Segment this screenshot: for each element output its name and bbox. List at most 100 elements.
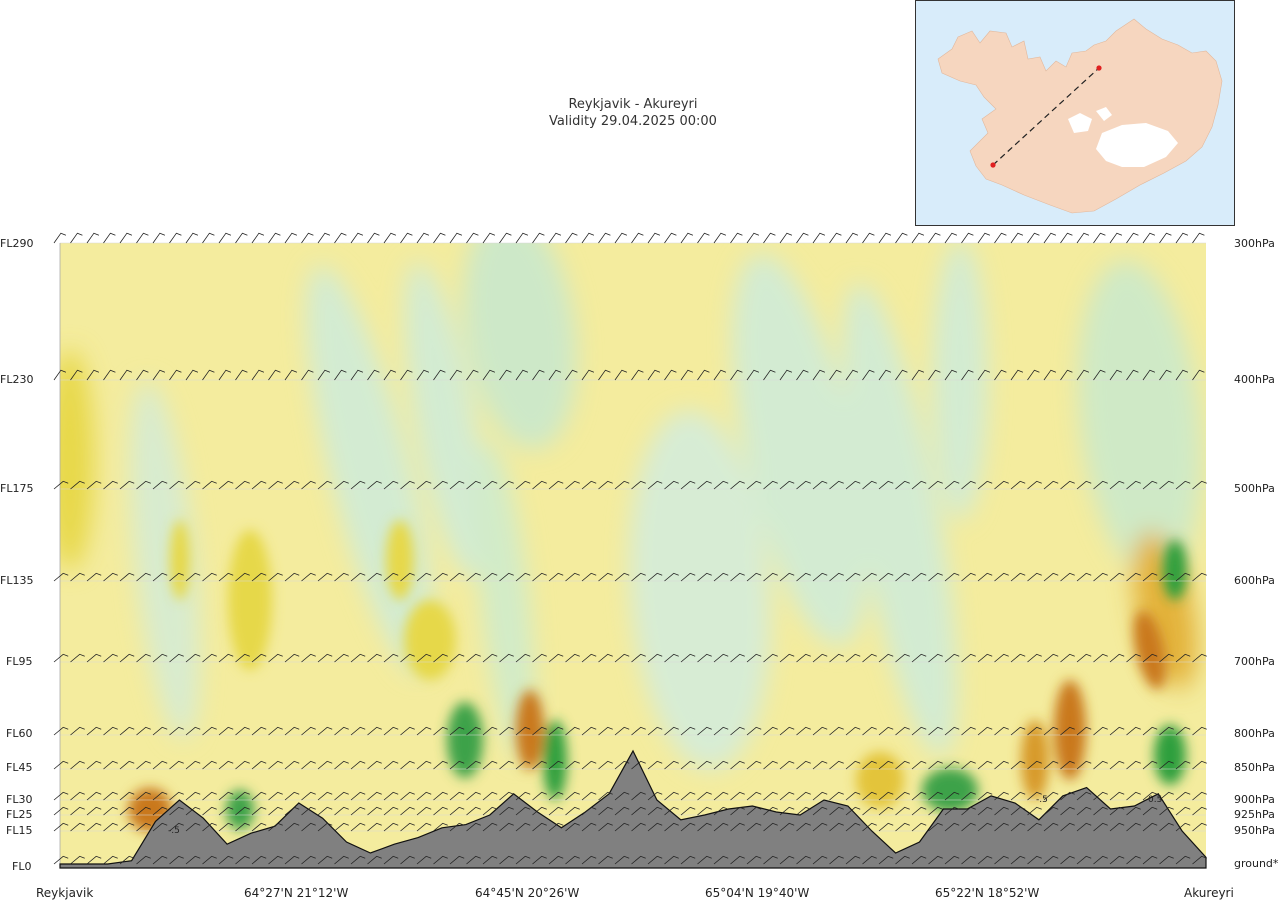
wind-barb [218,232,232,244]
wind-barb [1060,760,1075,770]
wind-barb [449,369,463,381]
wind-barb [631,760,646,770]
wind-barb [895,760,910,770]
wind-barb [1043,791,1059,801]
wind-barb [730,760,745,770]
wind-barb [185,760,201,770]
wind-barb [515,726,531,736]
wind-barb [268,806,283,816]
level-label-right: 400hPa [1234,373,1275,386]
wind-barb [1027,653,1042,663]
wind-barb [862,232,875,244]
wind-barb [565,480,580,490]
wind-barb [697,855,712,865]
wind-barb [565,369,578,381]
wind-barb [763,791,778,801]
wind-barb [1126,791,1141,801]
wind-barb [664,855,679,865]
wind-barb [944,369,958,381]
wind-barb [614,806,630,816]
wind-barb [713,855,729,865]
wind-barb [911,760,927,770]
wind-barb [1175,232,1189,244]
wind-barb [515,760,531,770]
wind-barb [713,572,729,582]
wind-barb [713,480,729,490]
wind-barb [1159,822,1174,832]
wind-barb [70,791,85,801]
wind-barb [763,480,778,490]
wind-barb [1010,806,1026,816]
wind-barb [647,760,663,770]
wind-barb [614,726,630,736]
wind-barb [284,653,300,663]
wind-barb [1060,480,1075,490]
wind-barb [1043,572,1059,582]
wind-barb [548,726,564,736]
wind-barb [697,822,712,832]
wind-barb [53,855,69,865]
wind-barb [317,369,331,381]
wind-barb [86,572,102,582]
wind-barb [1010,369,1024,381]
wind-barb [499,855,514,865]
wind-barb [1093,822,1108,832]
wind-barb [647,726,663,736]
wind-barb [284,480,300,490]
wind-barb [416,572,432,582]
vertical-motion-band [629,410,771,770]
wind-barb [1109,822,1125,832]
wind-barb [796,653,811,663]
wind-barb [1076,760,1092,770]
wind-barb [911,806,927,816]
wind-barb [284,791,300,801]
wind-barb [1175,760,1191,770]
wind-barb [202,760,217,770]
wind-barb [317,855,333,865]
wind-barb [1175,480,1191,490]
vertical-motion-band [170,520,190,600]
wind-barb [680,806,696,816]
wind-barb [449,726,465,736]
wind-barb [383,760,399,770]
wind-barb [400,726,415,736]
wind-barb [944,480,960,490]
wind-barb [416,480,432,490]
wind-barb [251,726,267,736]
wind-barb [1126,572,1141,582]
wind-barb [251,760,267,770]
vertical-motion-band [129,380,201,740]
wind-barb [779,822,795,832]
wind-barb [350,791,366,801]
wind-barb [1093,232,1106,244]
wind-barb [334,791,349,801]
wind-barb [779,791,795,801]
wind-barb [1010,653,1026,663]
wind-barb [977,806,993,816]
wind-barb [301,726,316,736]
wind-barb [301,822,316,832]
wind-barb [202,806,217,816]
wind-barb [647,791,663,801]
wind-barb [1192,653,1207,663]
validity-time: Validity 29.04.2025 00:00 [549,114,717,129]
wind-barb [1027,791,1042,801]
x-label-waypoint: 64°45'N 20°26'W [475,886,580,900]
wind-barb [433,232,446,244]
wind-barb [53,572,69,582]
wind-barb [416,369,430,381]
wind-barb [730,855,745,865]
vertical-motion-band [932,243,988,520]
wind-barb [565,855,580,865]
wind-barb [713,653,729,663]
wind-barb [1010,791,1026,801]
wind-barb [631,369,644,381]
wind-barb [1093,369,1106,381]
wind-barb [895,806,910,816]
wind-barb [383,726,399,736]
wind-barb [664,232,677,244]
wind-barb [977,232,991,244]
wind-barb [928,480,943,490]
wind-barb [631,480,646,490]
wind-barb [383,791,399,801]
